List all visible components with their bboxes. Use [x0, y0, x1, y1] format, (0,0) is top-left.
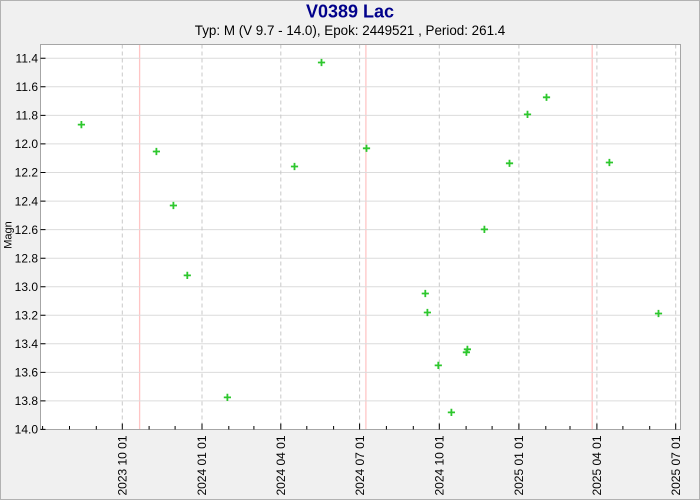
- svg-text:2025 01 01: 2025 01 01: [512, 435, 526, 495]
- svg-text:14.0: 14.0: [15, 423, 39, 437]
- svg-text:2023 10 01: 2023 10 01: [116, 435, 130, 495]
- svg-text:V0389 Lac: V0389 Lac: [306, 2, 394, 22]
- svg-text:13.2: 13.2: [15, 309, 39, 323]
- svg-text:13.0: 13.0: [15, 280, 39, 294]
- svg-text:11.4: 11.4: [16, 52, 39, 66]
- svg-text:12.2: 12.2: [15, 166, 39, 180]
- svg-text:13.6: 13.6: [15, 366, 39, 380]
- svg-text:12.6: 12.6: [15, 223, 39, 237]
- svg-text:11.6: 11.6: [16, 80, 39, 94]
- svg-text:2024 07 01: 2024 07 01: [353, 435, 367, 495]
- svg-text:2024 01 01: 2024 01 01: [195, 435, 209, 495]
- svg-text:11.8: 11.8: [16, 109, 39, 123]
- svg-text:13.8: 13.8: [15, 394, 39, 408]
- svg-text:12.8: 12.8: [15, 251, 39, 265]
- svg-text:2025 07 01: 2025 07 01: [669, 435, 683, 495]
- svg-text:Typ: M (V 9.7 - 14.0), Epok: 2: Typ: M (V 9.7 - 14.0), Epok: 2449521 , P…: [195, 23, 506, 38]
- svg-text:2024 04 01: 2024 04 01: [274, 435, 288, 495]
- svg-text:2025 04 01: 2025 04 01: [590, 435, 604, 495]
- svg-text:12.4: 12.4: [15, 194, 39, 208]
- svg-text:Magn: Magn: [3, 221, 15, 249]
- svg-text:12.0: 12.0: [15, 137, 39, 151]
- svg-text:2024 10 01: 2024 10 01: [433, 435, 447, 495]
- svg-text:13.4: 13.4: [15, 337, 39, 351]
